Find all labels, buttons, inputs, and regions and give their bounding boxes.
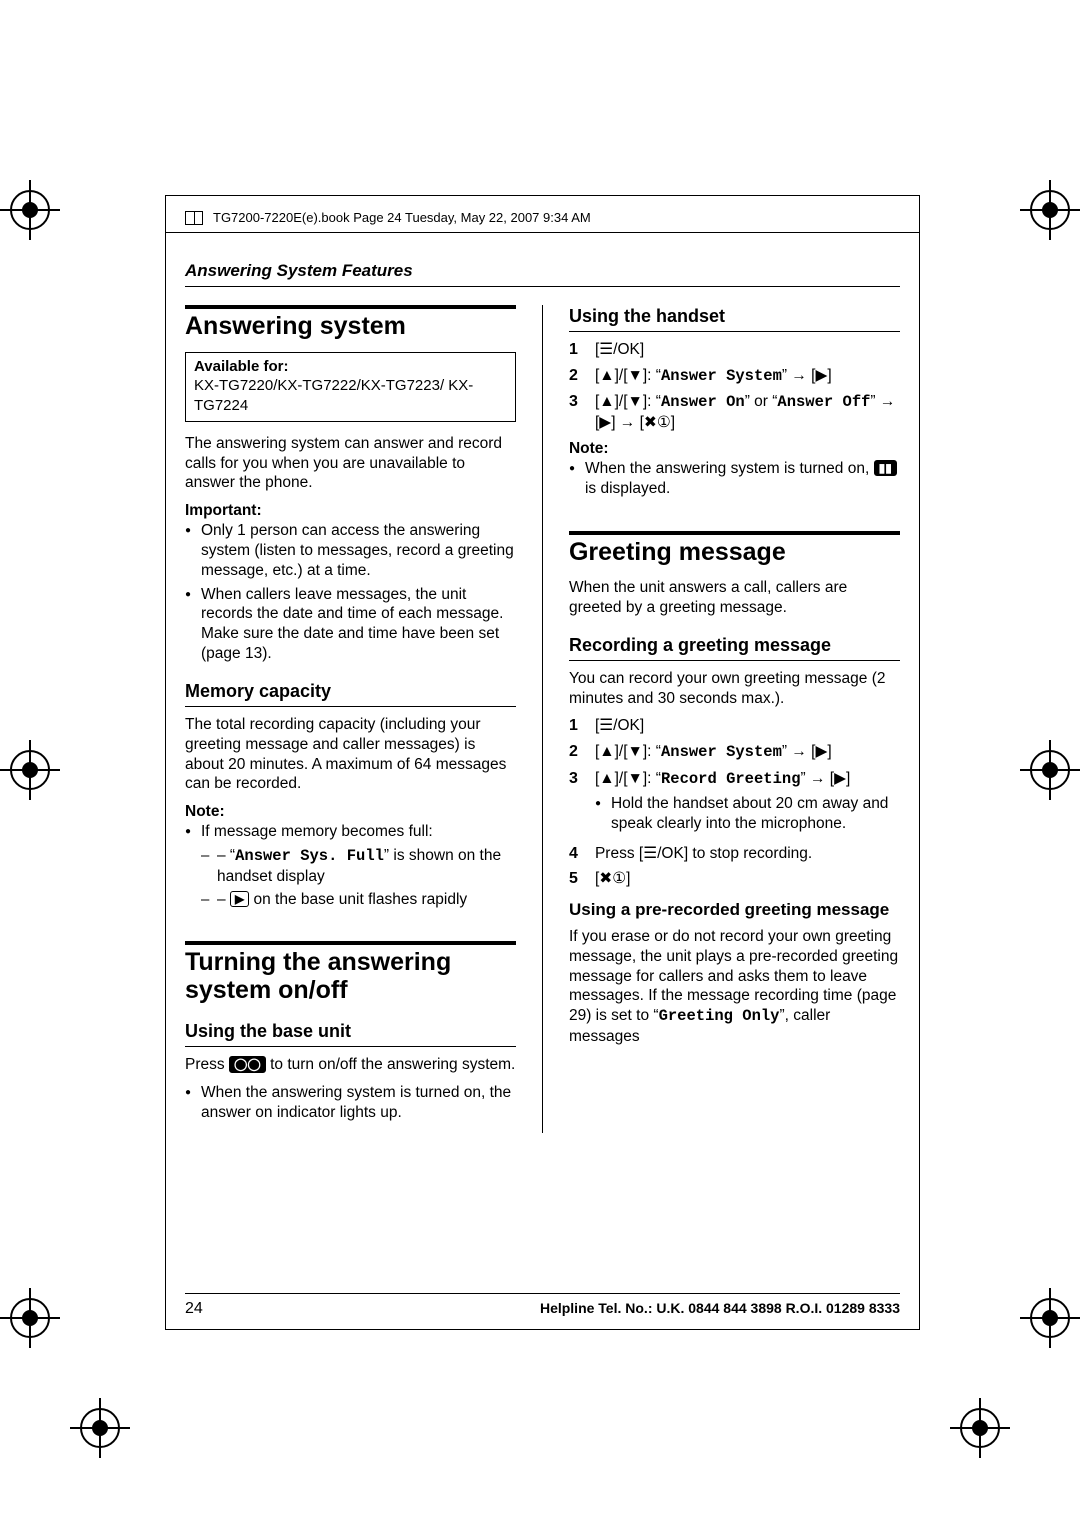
book-header-text: TG7200-7220E(e).book Page 24 Tuesday, Ma…: [213, 210, 591, 225]
right-column: Using the handset [☰/OK] [▲]/[▼]: “Answe…: [569, 305, 900, 1133]
left-column: Answering system Available for: KX-TG722…: [185, 305, 516, 1133]
heading-recording-greeting: Recording a greeting message: [569, 634, 900, 661]
memory-capacity-text: The total recording capacity (including …: [185, 715, 516, 794]
page-footer: 24 Helpline Tel. No.: U.K. 0844 844 3898…: [185, 1293, 900, 1318]
available-for-box: Available for: KX-TG7220/KX-TG7222/KX-TG…: [185, 352, 516, 422]
step: [☰/OK]: [569, 716, 900, 736]
rule: [569, 531, 900, 535]
record-intro: You can record your own greeting message…: [569, 669, 900, 709]
section-header: Answering System Features: [185, 260, 900, 287]
available-for-models: KX-TG7220/KX-TG7222/KX-TG7223/ KX-TG7224: [194, 376, 507, 414]
menu-ok-icon: ☰/OK: [599, 717, 640, 734]
book-icon: [185, 211, 203, 225]
heading-using-handset: Using the handset: [569, 305, 900, 332]
important-label: Important:: [185, 501, 516, 521]
base-unit-instruction: Press ◯◯ to turn on/off the answering sy…: [185, 1055, 516, 1075]
heading-answering-system: Answering system: [185, 313, 516, 341]
heading-memory-capacity: Memory capacity: [185, 680, 516, 707]
memory-full-list: If message memory becomes full: – “Answe…: [185, 822, 516, 909]
important-list: Only 1 person can access the answering s…: [185, 521, 516, 664]
handset-note: When the answering system is turned on, …: [569, 459, 900, 499]
memory-full-lead: If message memory becomes full: – “Answe…: [185, 822, 516, 909]
note-label: Note:: [569, 439, 900, 459]
header-rule: [165, 232, 920, 233]
memory-full-item: – ▶ on the base unit flashes rapidly: [201, 890, 516, 910]
base-unit-note-list: When the answering system is turned on, …: [185, 1083, 516, 1123]
important-item: When callers leave messages, the unit re…: [185, 585, 516, 664]
step: [▲]/[▼]: “Record Greeting” → [▶] Hold th…: [569, 769, 900, 833]
answer-on-icon: ◯◯: [229, 1056, 266, 1072]
important-item: Only 1 person can access the answering s…: [185, 521, 516, 580]
heading-turning-on-off: Turning the answering system on/off: [185, 949, 516, 1004]
step: [▲]/[▼]: “Answer System” → [▶]: [569, 742, 900, 763]
step: [▲]/[▼]: “Answer System” → [▶]: [569, 366, 900, 387]
book-header: TG7200-7220E(e).book Page 24 Tuesday, Ma…: [185, 210, 591, 225]
page-content: Answering System Features Answering syst…: [185, 260, 900, 1133]
step: [☰/OK]: [569, 340, 900, 360]
helpline-text: Helpline Tel. No.: U.K. 0844 844 3898 R.…: [540, 1300, 900, 1316]
handset-steps: [☰/OK] [▲]/[▼]: “Answer System” → [▶] [▲…: [569, 340, 900, 433]
note-label: Note:: [185, 802, 516, 822]
page-number: 24: [185, 1300, 203, 1318]
record-steps: [☰/OK] [▲]/[▼]: “Answer System” → [▶] [▲…: [569, 716, 900, 889]
play-icon: ▶: [230, 891, 249, 907]
available-for-label: Available for:: [194, 357, 507, 376]
heading-prerecorded-greeting: Using a pre-recorded greeting message: [569, 899, 900, 921]
greeting-intro: When the unit answers a call, callers ar…: [569, 578, 900, 618]
base-unit-note: When the answering system is turned on, …: [185, 1083, 516, 1123]
rule: [185, 305, 516, 309]
menu-ok-icon: ☰/OK: [643, 845, 684, 862]
memory-full-item: – “Answer Sys. Full” is shown on the han…: [201, 846, 516, 887]
rule: [185, 941, 516, 945]
step: [▲]/[▼]: “Answer On” or “Answer Off” → […: [569, 392, 900, 433]
heading-greeting-message: Greeting message: [569, 539, 900, 567]
prerecorded-text: If you erase or do not record your own g…: [569, 927, 900, 1047]
step-sub: Hold the handset about 20 cm away and sp…: [595, 794, 900, 834]
step: [✖①]: [569, 869, 900, 889]
menu-ok-icon: ☰/OK: [599, 341, 640, 358]
handset-note-list: When the answering system is turned on, …: [569, 459, 900, 499]
tape-icon: ▮▮: [874, 460, 897, 476]
heading-using-base-unit: Using the base unit: [185, 1020, 516, 1047]
column-divider: [542, 305, 543, 1133]
answering-intro: The answering system can answer and reco…: [185, 434, 516, 493]
step: Press [☰/OK] to stop recording.: [569, 844, 900, 864]
